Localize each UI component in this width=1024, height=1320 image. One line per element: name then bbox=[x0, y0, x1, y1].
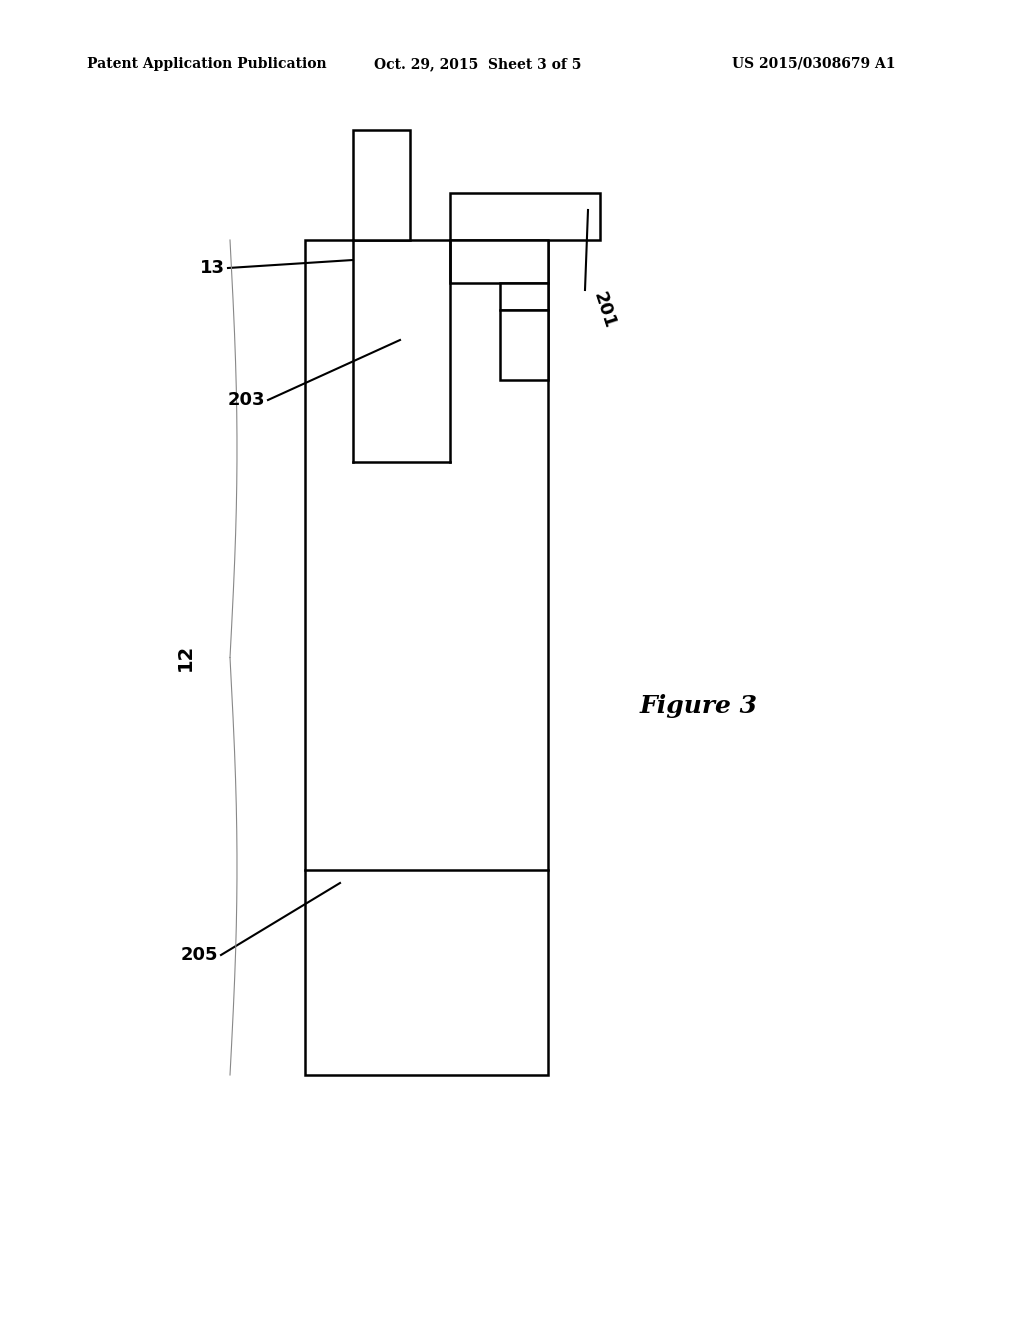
Bar bbox=[500, 310, 548, 380]
Bar bbox=[450, 193, 600, 240]
Text: Oct. 29, 2015  Sheet 3 of 5: Oct. 29, 2015 Sheet 3 of 5 bbox=[374, 57, 582, 71]
Text: 12: 12 bbox=[175, 643, 195, 671]
Bar bbox=[500, 282, 548, 310]
Text: 201: 201 bbox=[590, 290, 618, 331]
Text: 205: 205 bbox=[180, 946, 218, 964]
Text: 13: 13 bbox=[200, 259, 225, 277]
Bar bbox=[353, 129, 410, 240]
Text: US 2015/0308679 A1: US 2015/0308679 A1 bbox=[732, 57, 896, 71]
Bar bbox=[305, 240, 548, 1074]
Text: Figure 3: Figure 3 bbox=[640, 694, 758, 718]
Text: Patent Application Publication: Patent Application Publication bbox=[87, 57, 327, 71]
Text: 203: 203 bbox=[227, 391, 265, 409]
Bar bbox=[450, 240, 548, 282]
